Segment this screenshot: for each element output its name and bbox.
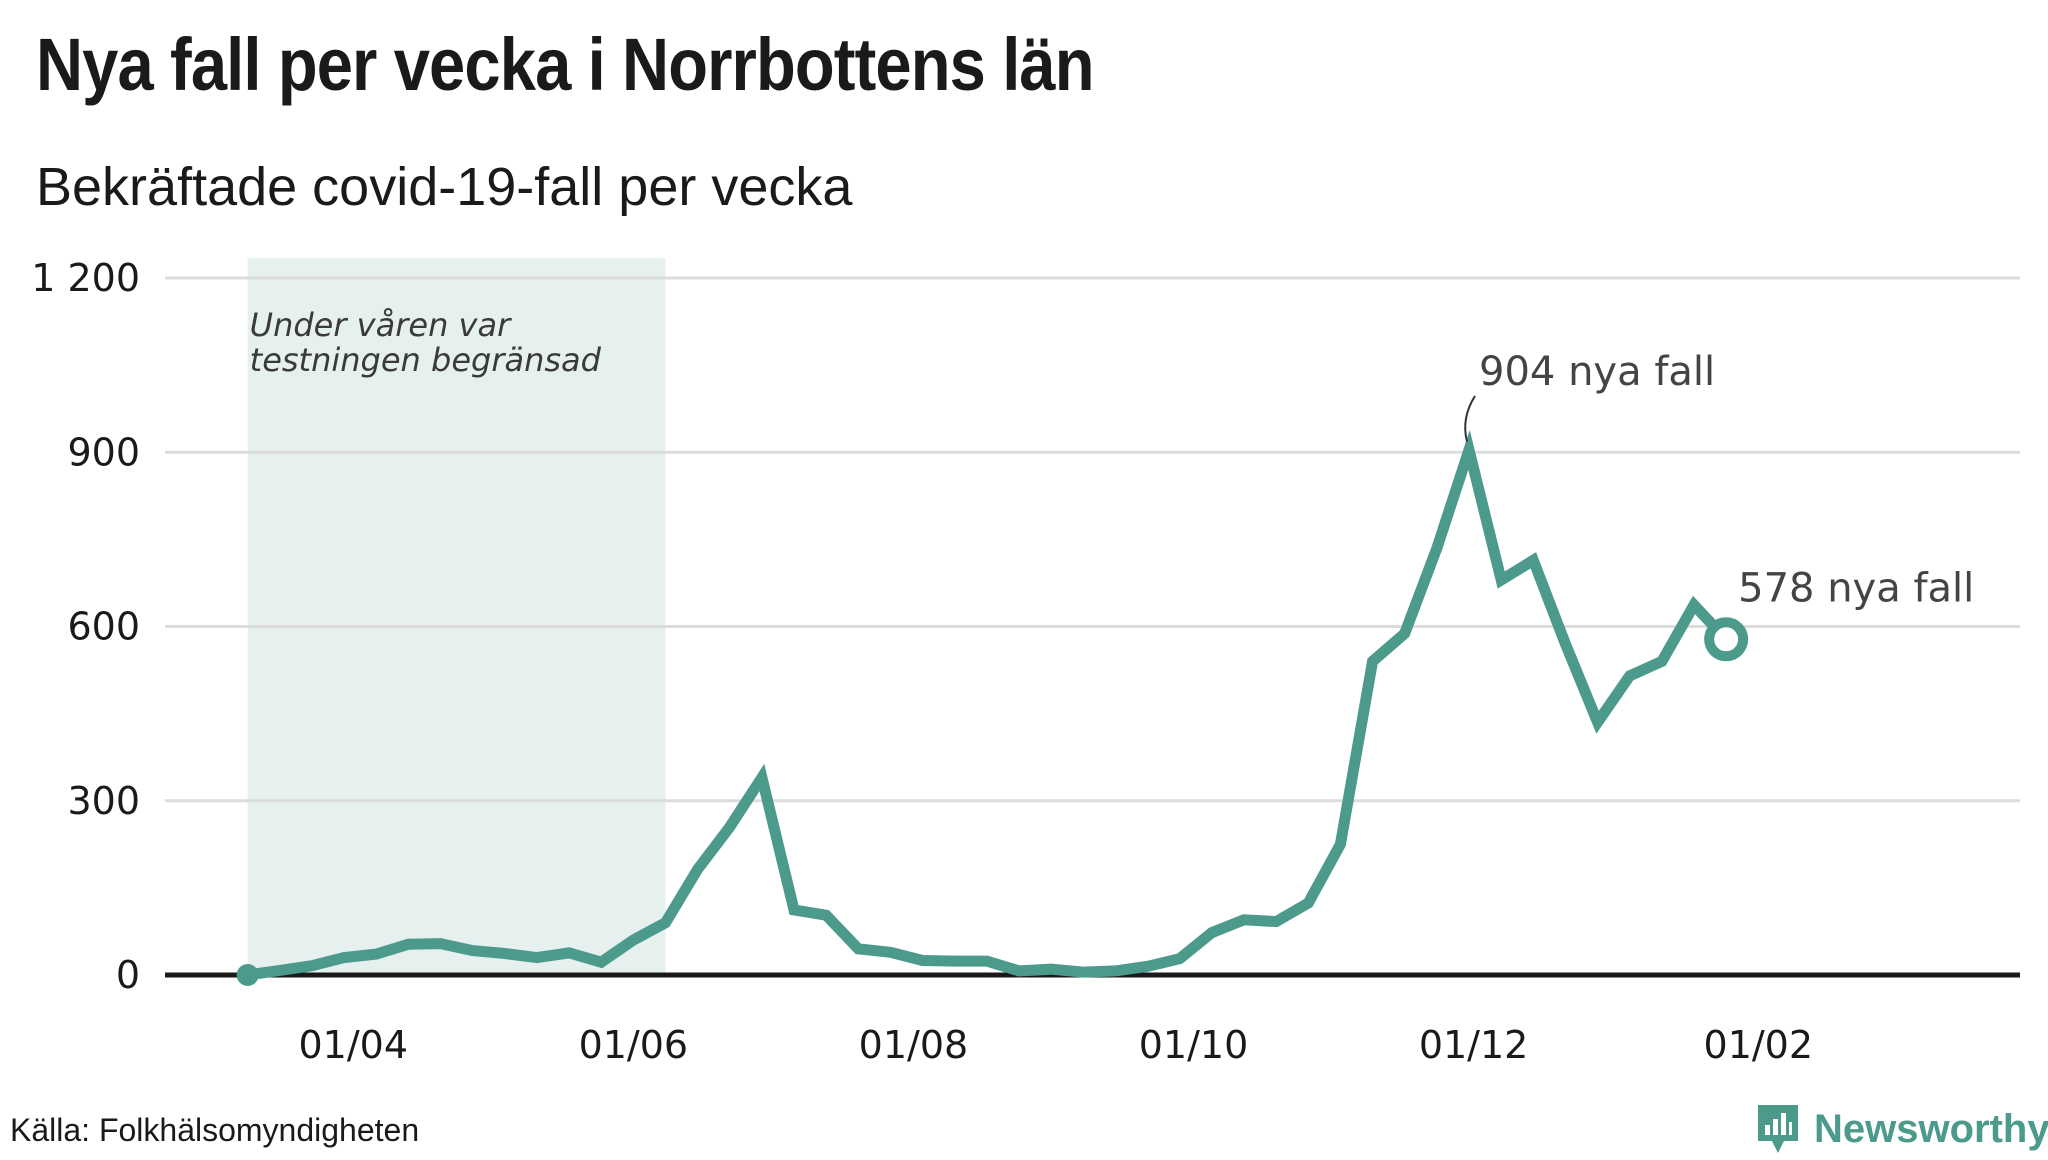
y-tick-label: 900: [67, 430, 140, 474]
y-tick-label: 0: [116, 953, 140, 997]
x-tick-label: 01/06: [579, 1023, 689, 1067]
shaded-region-label: Under våren var: [250, 306, 512, 344]
x-tick-label: 01/10: [1139, 1023, 1249, 1067]
brand-name: Newsworthy: [1814, 1107, 2048, 1152]
y-tick-label: 600: [67, 605, 140, 649]
annotation-peak: 904 nya fall: [1479, 349, 1715, 395]
x-tick-label: 01/08: [859, 1023, 969, 1067]
newsworthy-icon: [1754, 1101, 1802, 1157]
x-tick-label: 01/12: [1419, 1023, 1529, 1067]
shaded-region-label: testningen begränsad: [250, 341, 602, 379]
annotation-latest: 578 nya fall: [1738, 565, 1974, 611]
brand-logo: Newsworthy: [1754, 1098, 2048, 1160]
end-point-marker: [1709, 622, 1743, 656]
x-axis-ticks: 01/04 01/06 01/08 01/10 01/12 01/02: [298, 1023, 1813, 1067]
start-point-marker: [237, 964, 259, 986]
x-tick-label: 01/02: [1704, 1023, 1814, 1067]
x-tick-label: 01/04: [298, 1023, 408, 1067]
y-axis-ticks: 0 300 600 900 1 200: [31, 256, 140, 997]
y-tick-label: 300: [67, 779, 140, 823]
source-note: Källa: Folkhälsomyndigheten: [10, 1112, 419, 1149]
y-tick-label: 1 200: [31, 256, 140, 300]
